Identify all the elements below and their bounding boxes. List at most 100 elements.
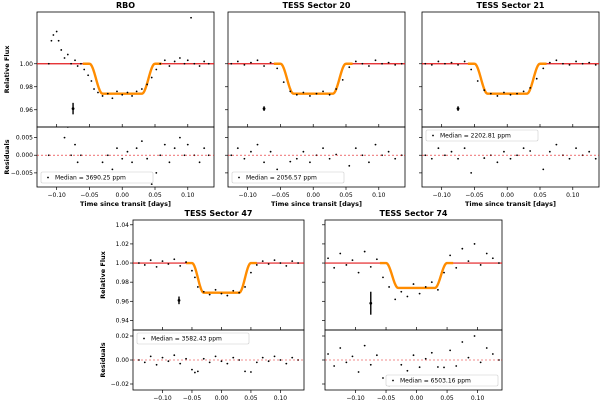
x-tick-label: −0.05: [377, 395, 396, 400]
data-point: [116, 90, 118, 93]
residual-point: [111, 168, 114, 171]
data-point: [202, 290, 205, 293]
residual-point: [369, 363, 372, 366]
median-legend-marker: [238, 176, 240, 179]
data-point: [168, 65, 171, 67]
residual-point: [479, 361, 482, 364]
residual-point: [503, 150, 505, 153]
data-point: [542, 67, 545, 70]
residual-point: [163, 143, 166, 146]
residual-point: [208, 361, 211, 364]
error-bar-point: [177, 298, 181, 302]
residual-point: [203, 147, 206, 150]
data-point: [430, 64, 433, 66]
residual-point: [126, 150, 129, 153]
residual-point: [444, 154, 446, 157]
flux-axes-frame: [36, 11, 215, 128]
x-tick-label: −0.05: [80, 192, 99, 199]
residual-point: [250, 371, 252, 373]
residual-point: [483, 157, 486, 159]
residual-point: [51, 84, 53, 86]
residual-point: [309, 161, 311, 164]
panel-title: TESS Sector 20: [283, 1, 351, 10]
data-point: [186, 59, 189, 62]
data-point: [52, 34, 55, 36]
data-point: [263, 65, 265, 67]
data-point: [236, 60, 239, 63]
x-tick-label: 0.00: [215, 395, 229, 400]
data-point: [361, 62, 364, 65]
data-point: [282, 81, 285, 84]
data-point: [476, 80, 479, 82]
residual-point: [135, 147, 138, 150]
median-legend-label: Median = 2202.81 ppm: [440, 133, 511, 140]
data-point: [368, 65, 370, 67]
residual-point: [542, 168, 545, 171]
data-point: [400, 62, 403, 65]
x-tick-label: 0.00: [116, 192, 130, 199]
residual-point: [140, 140, 143, 143]
model-curve: [228, 63, 405, 95]
data-point: [220, 292, 223, 295]
residual-point: [121, 157, 124, 160]
data-point: [250, 61, 252, 64]
data-point: [327, 257, 329, 260]
resid-y-tick-label: 0.000: [16, 152, 33, 159]
x-axis-label: Time since transit [days]: [80, 200, 171, 208]
data-point: [516, 92, 518, 95]
residual-point: [168, 161, 171, 164]
residual-point: [548, 150, 551, 153]
y-tick-label: 1.00: [20, 61, 34, 68]
data-point: [437, 60, 440, 63]
data-point: [238, 291, 241, 294]
data-point: [461, 247, 464, 250]
residual-point: [291, 356, 294, 359]
residual-point: [238, 359, 241, 361]
residual-point: [387, 150, 390, 153]
residual-point: [214, 355, 217, 358]
data-point: [463, 60, 466, 63]
flux-axes-frame: [132, 219, 305, 331]
residual-point: [261, 356, 264, 359]
residual-point: [190, 13, 192, 15]
residual-point: [256, 143, 259, 146]
x-tick-label: 0.10: [274, 395, 288, 400]
data-point: [328, 93, 331, 96]
residual-point: [333, 365, 336, 367]
residual-point: [470, 171, 473, 174]
residual-point: [236, 147, 239, 150]
residual-point: [116, 147, 118, 150]
data-point: [467, 260, 470, 263]
residual-point: [207, 154, 210, 157]
x-tick-label: 0.00: [307, 192, 321, 199]
residual-point: [52, 66, 54, 68]
data-point: [243, 64, 246, 66]
panel-title: TESS Sector 74: [380, 209, 448, 218]
y-tick-label: 0.94: [116, 317, 130, 324]
data-point: [161, 260, 164, 263]
residual-point: [568, 157, 571, 160]
data-point: [581, 62, 584, 65]
x-tick-label: 0.10: [181, 192, 195, 199]
data-point: [394, 64, 397, 66]
data-point: [101, 95, 104, 97]
data-point: [489, 92, 492, 95]
y-tick-label: 1.02: [116, 241, 130, 248]
residual-point: [555, 143, 558, 146]
residual-point: [230, 154, 233, 157]
data-point: [155, 265, 158, 268]
data-point: [97, 91, 99, 94]
data-point: [285, 265, 288, 267]
residual-point: [406, 369, 409, 372]
data-point: [47, 62, 50, 65]
data-point: [387, 61, 390, 64]
data-point: [568, 64, 571, 66]
data-point: [522, 90, 525, 93]
x-tick-label: 0.05: [533, 192, 547, 199]
x-tick-label: 0.10: [372, 192, 386, 199]
median-legend-box: [425, 129, 539, 142]
residual-point: [394, 157, 397, 160]
residual-point: [302, 150, 305, 153]
residual-point: [146, 157, 149, 160]
